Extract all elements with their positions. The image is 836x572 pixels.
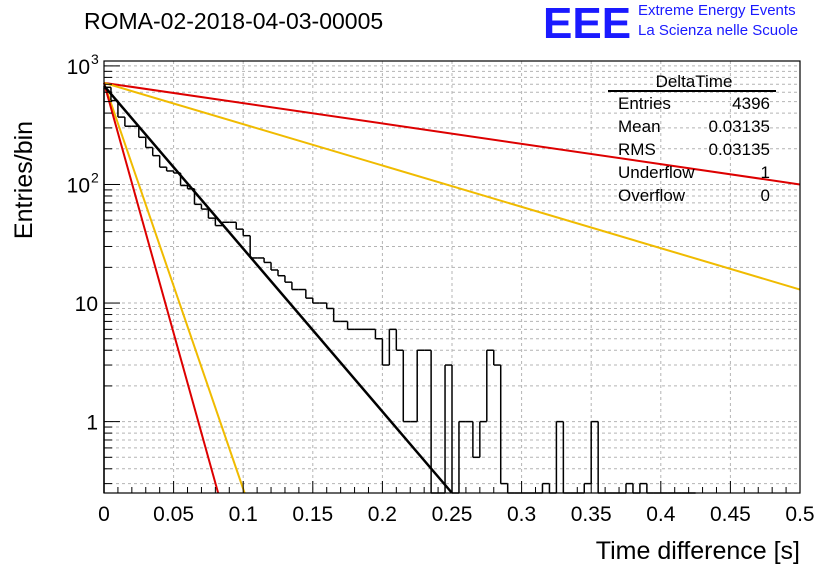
- fit-line-limit-upper-fast: [103, 82, 220, 494]
- logo-letters: EEE: [543, 3, 631, 43]
- y-tick-label: 1: [86, 412, 98, 435]
- y-tick-label: 10: [75, 293, 98, 316]
- x-tick-label: 0.45: [710, 503, 751, 526]
- stats-row: Mean 0.03135: [612, 115, 776, 138]
- axis-ticks: [103, 65, 801, 493]
- stats-key: Entries: [618, 94, 671, 113]
- stats-key: Mean: [618, 117, 661, 136]
- fit-line-limit-lower-slow: [103, 81, 801, 291]
- y-tick-label: 10: [67, 174, 90, 197]
- stats-value: 0.03135: [708, 140, 770, 159]
- x-tick-label: 0.1: [229, 503, 258, 526]
- x-axis-label: Time difference [s]: [596, 537, 800, 565]
- x-tick-label: 0.15: [292, 503, 333, 526]
- stats-row: Entries 4396: [612, 92, 776, 115]
- x-tick-label: 0.2: [368, 503, 397, 526]
- stats-row: RMS 0.03135: [612, 138, 776, 161]
- stats-value: 1: [760, 163, 770, 182]
- y-tick-exponent: 2: [91, 169, 99, 185]
- stats-key: Overflow: [618, 186, 686, 205]
- eee-logo: EEE: [543, 3, 631, 43]
- tick-labels: 0 0.05 0.1 0.15 0.2 0.25 0.3 0.35 0.4 0.45 0.51101…: [67, 51, 815, 526]
- stats-value: 0: [760, 186, 770, 205]
- stats-row: Overflow 0: [612, 184, 776, 207]
- fit-line-limit-upper-slow: [103, 81, 801, 186]
- stats-title: DeltaTime: [655, 72, 733, 91]
- stats-box: DeltaTime Entries 4396 Mean 0.03135 RMS …: [608, 72, 776, 207]
- fit-lines: [103, 81, 801, 494]
- logo-line1: Extreme Energy Events: [638, 2, 796, 19]
- x-tick-label: 0.05: [153, 503, 194, 526]
- stats-value: 0.03135: [708, 117, 770, 136]
- x-tick-label: 0.5: [785, 503, 814, 526]
- x-tick-label: 0.4: [646, 503, 676, 526]
- stats-key: RMS: [618, 140, 656, 159]
- x-tick-label: 0.35: [571, 503, 612, 526]
- fit-line-fit: [103, 84, 453, 494]
- x-tick-label: 0: [98, 503, 110, 526]
- fit-line-limit-lower-fast: [103, 82, 246, 494]
- x-tick-label: 0.3: [507, 503, 536, 526]
- stats-key: Underflow: [618, 163, 695, 182]
- stats-divider: [608, 90, 776, 92]
- y-tick-exponent: 3: [91, 51, 99, 67]
- y-tick-label: 10: [67, 56, 90, 79]
- y-axis-label: Entries/bin: [10, 121, 38, 239]
- logo-line2: La Scienza nelle Scuole: [638, 22, 799, 39]
- stats-row: Underflow 1: [612, 161, 776, 184]
- run-title: ROMA-02-2018-04-03-00005: [84, 8, 384, 34]
- stats-value: 4396: [732, 94, 770, 113]
- x-tick-label: 0.25: [432, 503, 473, 526]
